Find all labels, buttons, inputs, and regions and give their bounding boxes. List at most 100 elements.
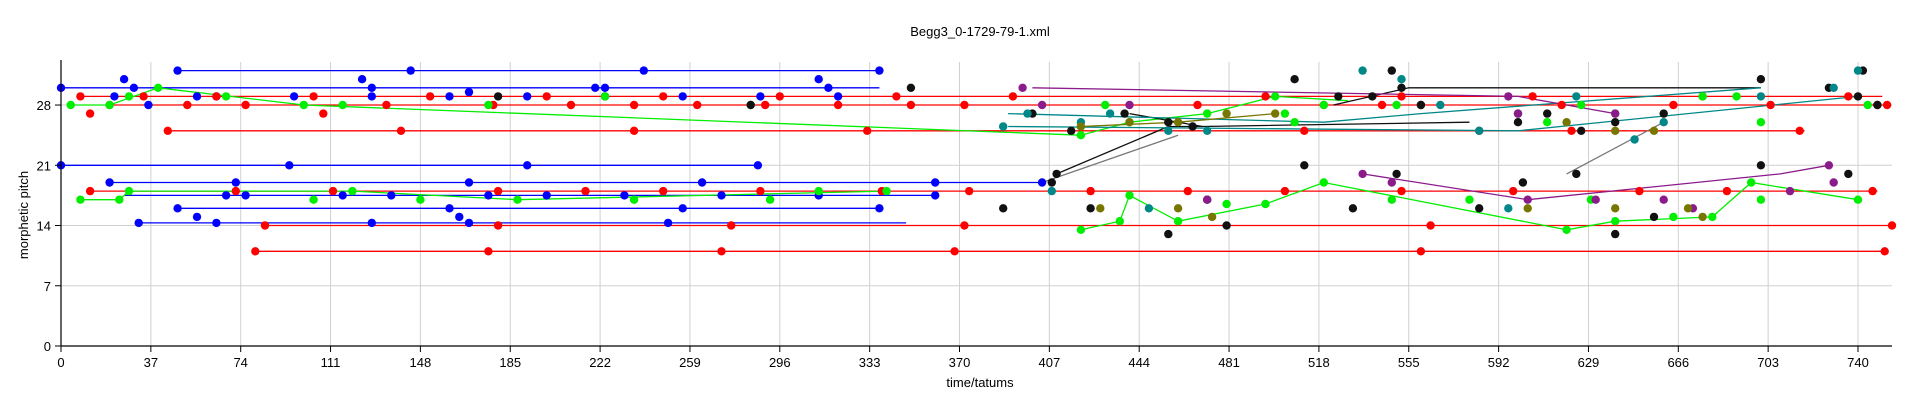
data-point <box>960 100 969 110</box>
data-point <box>1436 100 1445 110</box>
data-point <box>1747 178 1756 187</box>
data-point <box>1358 66 1367 75</box>
data-point <box>1037 100 1047 110</box>
data-point <box>1880 247 1889 256</box>
data-point <box>1334 92 1343 101</box>
data-point <box>756 92 765 101</box>
data-point <box>1766 100 1775 110</box>
data-point <box>484 247 493 256</box>
data-point <box>1572 169 1581 179</box>
data-point <box>309 92 318 101</box>
data-point <box>1125 118 1134 127</box>
data-point <box>1523 195 1532 204</box>
data-point <box>1387 195 1397 204</box>
data-point <box>1290 75 1299 84</box>
data-point <box>1377 100 1387 110</box>
x-axis-label: time/tatums <box>946 375 1014 390</box>
data-point <box>445 92 454 101</box>
data-point <box>1271 109 1280 118</box>
data-point <box>124 92 134 101</box>
data-point <box>1630 135 1639 144</box>
y-tick-label: 28 <box>37 98 51 113</box>
data-point <box>717 191 726 200</box>
data-point <box>1513 109 1523 118</box>
data-point <box>756 186 765 196</box>
data-point <box>285 161 294 170</box>
data-point <box>464 178 474 187</box>
data-point <box>1319 178 1329 187</box>
data-point <box>76 92 85 101</box>
data-point <box>1844 169 1853 179</box>
data-point <box>523 92 532 101</box>
data-point <box>212 218 221 228</box>
data-point <box>212 92 221 101</box>
data-point <box>251 247 260 256</box>
data-point <box>1261 199 1270 209</box>
data-point <box>1659 195 1668 204</box>
data-point <box>1567 126 1576 135</box>
data-point <box>542 92 551 101</box>
data-point <box>1785 186 1795 196</box>
data-point <box>1164 229 1173 239</box>
data-point <box>1528 92 1537 101</box>
tick-labels: 0 37 74 111 148 185 222 259 296 333 370 407 444 481 51… <box>37 98 1869 370</box>
data-point <box>697 178 707 187</box>
data-point <box>1722 186 1732 196</box>
data-point <box>173 204 182 213</box>
data-point <box>1358 169 1367 179</box>
data-point <box>824 83 833 93</box>
data-point <box>882 186 891 196</box>
data-point <box>727 221 736 230</box>
x-tick-label: 703 <box>1757 355 1779 370</box>
data-point <box>1047 178 1057 187</box>
data-point <box>85 186 95 196</box>
y-tick-label: 21 <box>37 158 51 173</box>
data-point <box>1863 100 1872 110</box>
x-tick-label: 74 <box>233 355 247 370</box>
data-point <box>814 75 823 84</box>
data-point <box>1222 221 1231 230</box>
data-point <box>221 191 231 200</box>
data-point <box>1795 126 1804 135</box>
x-tick-label: 629 <box>1578 355 1600 370</box>
data-point <box>1756 161 1766 170</box>
data-point <box>1732 92 1741 101</box>
series-line <box>1333 87 1761 106</box>
data-point <box>1509 186 1518 196</box>
data-point <box>183 100 192 110</box>
data-point <box>1280 186 1290 196</box>
data-point <box>639 66 648 75</box>
data-point <box>1853 66 1863 75</box>
data-point <box>1392 169 1401 179</box>
data-point <box>1868 186 1877 196</box>
data-point <box>1683 204 1693 213</box>
data-point <box>1611 217 1620 226</box>
data-point <box>309 195 318 204</box>
data-point <box>1348 204 1358 213</box>
data-point <box>1397 75 1406 84</box>
data-point <box>110 92 119 101</box>
data-point <box>382 100 391 110</box>
data-point <box>1504 204 1513 213</box>
data-point <box>1105 109 1115 118</box>
data-point <box>1853 195 1863 204</box>
data-point <box>1193 100 1202 110</box>
data-point <box>1475 204 1484 213</box>
data-point <box>129 83 139 93</box>
data-point <box>931 178 940 187</box>
data-point <box>387 191 396 200</box>
y-tick-label: 0 <box>44 339 51 354</box>
data-point <box>1824 161 1834 170</box>
data-point <box>484 100 493 110</box>
data-point <box>1611 126 1620 135</box>
data-point <box>105 100 114 110</box>
data-point <box>1504 92 1513 101</box>
x-tick-label: 37 <box>144 355 158 370</box>
data-point <box>1669 212 1678 222</box>
data-point <box>367 218 376 228</box>
data-point <box>1076 225 1086 234</box>
data-point <box>1708 212 1717 222</box>
data-point <box>416 195 425 204</box>
y-tick-label: 14 <box>37 219 51 234</box>
